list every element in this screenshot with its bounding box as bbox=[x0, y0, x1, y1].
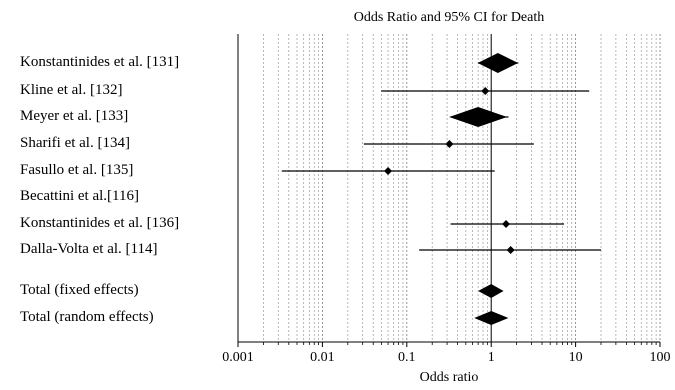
study-label: Konstantinides et al. [131] bbox=[20, 54, 180, 70]
estimate-point bbox=[506, 246, 515, 254]
x-tick-label: 10 bbox=[568, 350, 583, 365]
study-label: Fasullo et al. [135] bbox=[20, 162, 134, 178]
x-tick-label: 100 bbox=[649, 350, 671, 365]
estimate-diamond bbox=[449, 107, 508, 127]
x-tick-label: 0.1 bbox=[398, 350, 416, 365]
estimate-point bbox=[384, 167, 393, 175]
study-label: Sharifi et al. [134] bbox=[20, 135, 130, 151]
study-label: Total (random effects) bbox=[20, 309, 154, 325]
x-tick-label: 1 bbox=[487, 350, 495, 365]
study-label: Meyer et al. [133] bbox=[20, 108, 129, 124]
estimate-point bbox=[481, 87, 490, 95]
axes bbox=[237, 34, 661, 347]
study-label: Kline et al. [132] bbox=[20, 82, 123, 98]
estimate-point bbox=[445, 140, 454, 148]
x-tick-label: 0.001 bbox=[222, 350, 254, 365]
study-label: Konstantinides et al. [136] bbox=[20, 215, 180, 231]
estimate-point bbox=[502, 220, 511, 228]
grid-lines bbox=[237, 34, 661, 342]
x-axis-title: Odds ratio bbox=[419, 370, 479, 385]
pooled-estimate-diamond bbox=[474, 311, 509, 325]
x-tick-label: 0.01 bbox=[310, 350, 335, 365]
study-label: Becattini et al.[116] bbox=[20, 188, 139, 204]
chart-title: Odds Ratio and 95% CI for Death bbox=[353, 10, 545, 25]
pooled-estimate-diamond bbox=[478, 284, 504, 298]
study-label: Total (fixed effects) bbox=[20, 282, 139, 298]
estimate-diamond bbox=[477, 53, 519, 73]
chart-marks bbox=[281, 53, 602, 325]
study-label: Dalla-Volta et al. [114] bbox=[20, 241, 158, 257]
